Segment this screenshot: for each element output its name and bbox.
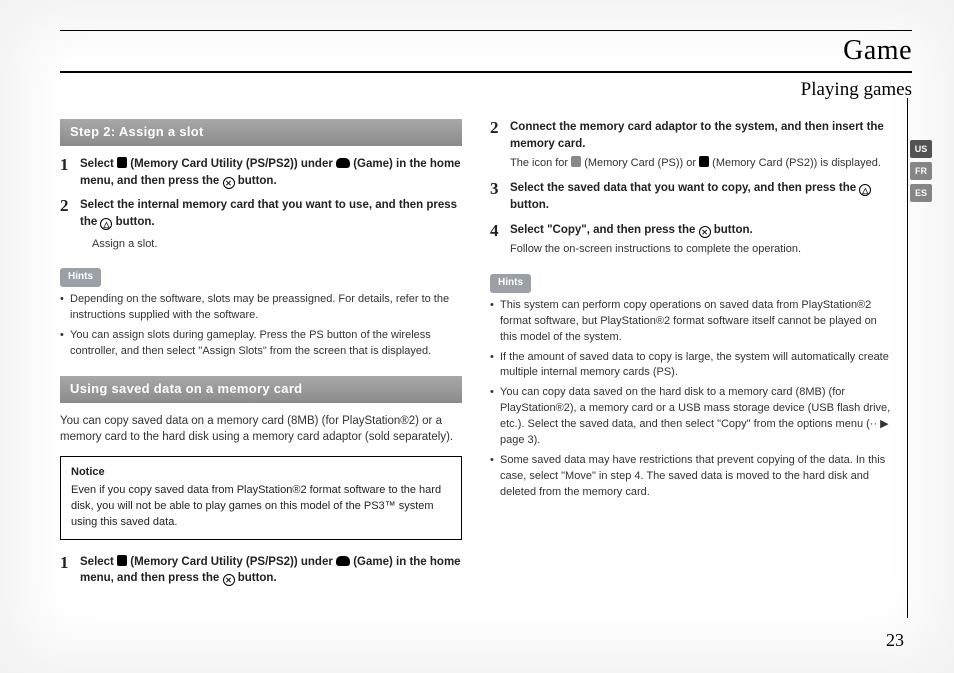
game-pad-icon xyxy=(336,158,350,168)
step-text: Select (Memory Card Utility (PS/PS2)) un… xyxy=(80,556,461,585)
triangle-button-icon: △ xyxy=(100,218,112,230)
memory-card-ps-icon xyxy=(571,156,581,167)
memory-card-ps2-icon xyxy=(699,156,709,167)
step-text: Select "Copy", and then press the ✕ butt… xyxy=(510,224,753,236)
lang-tab-fr[interactable]: FR xyxy=(910,162,932,180)
step-number: 2 xyxy=(490,119,504,172)
memory-card-icon xyxy=(117,157,127,168)
step-r4: 4 Select "Copy", and then press the ✕ bu… xyxy=(490,222,892,259)
hints-list: This system can perform copy operations … xyxy=(490,298,892,501)
step-subtext: The icon for (Memory Card (PS)) or (Memo… xyxy=(510,156,892,172)
hints-list: Depending on the software, slots may be … xyxy=(60,292,462,360)
step-body: Select (Memory Card Utility (PS/PS2)) un… xyxy=(80,554,462,587)
step-text: Connect the memory card adaptor to the s… xyxy=(510,121,884,150)
hints-badge: Hints xyxy=(60,268,101,287)
hint-item: Depending on the software, slots may be … xyxy=(60,292,462,324)
section-title: Playing games xyxy=(801,79,912,101)
hint-item: You can copy data saved on the hard disk… xyxy=(490,385,892,449)
step-text: Select the internal memory card that you… xyxy=(80,199,457,228)
top-rule xyxy=(60,30,912,31)
step-number: 3 xyxy=(490,180,504,213)
notice-box: Notice Even if you copy saved data from … xyxy=(60,456,462,540)
hint-item: If the amount of saved data to copy is l… xyxy=(490,350,892,382)
step-b1: 1 Select (Memory Card Utility (PS/PS2)) … xyxy=(60,554,462,587)
section-header: Playing games xyxy=(60,71,912,101)
content-columns: Step 2: Assign a slot 1 Select (Memory C… xyxy=(60,119,912,595)
hint-item: Some saved data may have restrictions th… xyxy=(490,453,892,501)
step-r2: 2 Connect the memory card adaptor to the… xyxy=(490,119,892,172)
hint-item: You can assign slots during gameplay. Pr… xyxy=(60,328,462,360)
x-button-icon: ✕ xyxy=(223,574,235,586)
side-rule xyxy=(907,98,908,618)
step-body: Select "Copy", and then press the ✕ butt… xyxy=(510,222,892,259)
step-text: Select (Memory Card Utility (PS/PS2)) un… xyxy=(80,158,461,187)
manual-page: Game Playing games Step 2: Assign a slot… xyxy=(0,0,954,673)
heading-using-saved: Using saved data on a memory card xyxy=(60,376,462,403)
chapter-title: Game xyxy=(843,35,912,67)
lang-tab-us[interactable]: US xyxy=(910,140,932,158)
notice-text: Even if you copy saved data from PlaySta… xyxy=(71,484,441,528)
lang-tab-es[interactable]: ES xyxy=(910,184,932,202)
hints-badge: Hints xyxy=(490,274,531,293)
x-button-icon: ✕ xyxy=(699,226,711,238)
intro-text: You can copy saved data on a memory card… xyxy=(60,413,462,446)
notice-label: Notice xyxy=(71,465,451,481)
chapter-header: Game xyxy=(60,35,912,67)
game-pad-icon xyxy=(336,556,350,566)
left-column: Step 2: Assign a slot 1 Select (Memory C… xyxy=(60,119,462,595)
step-subtext: Follow the on-screen instructions to com… xyxy=(510,242,892,258)
step-body: Select the saved data that you want to c… xyxy=(510,180,892,213)
step-body: Select (Memory Card Utility (PS/PS2)) un… xyxy=(80,156,462,189)
step-2: 2 Select the internal memory card that y… xyxy=(60,197,462,252)
step-subtext: Assign a slot. xyxy=(92,237,462,253)
hint-item: This system can perform copy operations … xyxy=(490,298,892,346)
step-number: 1 xyxy=(60,554,74,587)
step-body: Select the internal memory card that you… xyxy=(80,197,462,252)
step-text: Select the saved data that you want to c… xyxy=(510,182,871,211)
memory-card-icon xyxy=(117,555,127,566)
triangle-button-icon: △ xyxy=(859,184,871,196)
language-tabs: US FR ES xyxy=(910,140,932,202)
page-number: 23 xyxy=(886,630,904,651)
heading-step2: Step 2: Assign a slot xyxy=(60,119,462,146)
step-number: 4 xyxy=(490,222,504,259)
step-1: 1 Select (Memory Card Utility (PS/PS2)) … xyxy=(60,156,462,189)
x-button-icon: ✕ xyxy=(223,177,235,189)
step-number: 2 xyxy=(60,197,74,252)
step-r3: 3 Select the saved data that you want to… xyxy=(490,180,892,213)
step-number: 1 xyxy=(60,156,74,189)
step-body: Connect the memory card adaptor to the s… xyxy=(510,119,892,172)
right-column: 2 Connect the memory card adaptor to the… xyxy=(490,119,912,595)
